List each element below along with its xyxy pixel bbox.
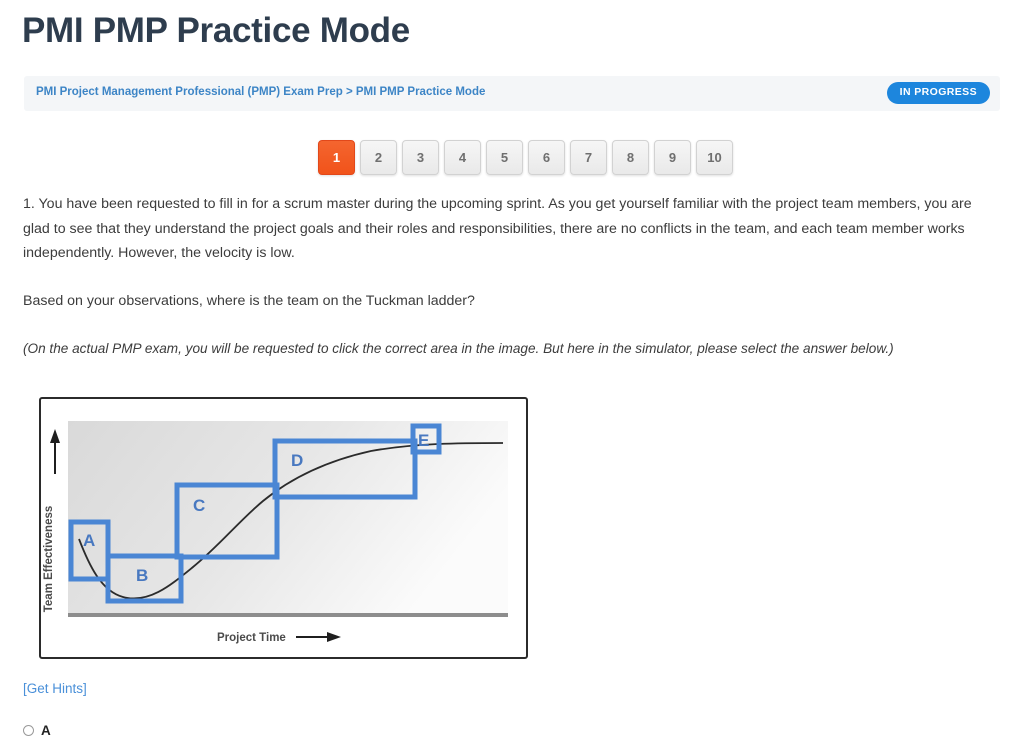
answer-options: A [23,720,51,740]
region-label-c: C [193,496,205,515]
pagination-item-4[interactable]: 4 [444,140,481,175]
pagination-item-3[interactable]: 3 [402,140,439,175]
pagination-item-7[interactable]: 7 [570,140,607,175]
region-box-c [174,482,280,560]
y-axis-arrow [50,429,60,474]
pagination-item-9[interactable]: 9 [654,140,691,175]
x-axis-label: Project Time [217,632,286,644]
pagination-item-8[interactable]: 8 [612,140,649,175]
pagination-item-6[interactable]: 6 [528,140,565,175]
tuckman-diagram-svg: Team Effectiveness A B C D E Project Tim… [43,421,508,644]
region-box-d [272,438,418,500]
get-hints-link[interactable]: [Get Hints] [23,681,87,696]
pagination-item-10[interactable]: 10 [696,140,733,175]
effectiveness-curve [78,442,504,600]
page-title: PMI PMP Practice Mode [22,11,410,50]
question-pagination: 1 2 3 4 5 6 7 8 9 10 [318,140,733,175]
region-label-d: D [291,451,303,470]
pagination-item-1[interactable]: 1 [318,140,355,175]
region-box-a [68,519,111,582]
region-box-b [105,553,184,604]
x-axis-line [68,613,508,617]
pagination-item-2[interactable]: 2 [360,140,397,175]
radio-icon-a[interactable] [23,724,34,736]
tuckman-ladder-figure: Team Effectiveness A B C D E Project Tim… [39,397,528,659]
question-note: (On the actual PMP exam, you will be req… [23,341,894,356]
region-label-a: A [83,531,95,550]
y-axis-label: Team Effectiveness [43,506,55,613]
x-axis-arrow [296,632,341,642]
plot-background [68,421,508,617]
answer-option-a[interactable]: A [23,720,51,740]
answer-label-a: A [41,722,51,738]
question-prompt: Based on your observations, where is the… [23,293,475,309]
region-label-e: E [418,431,429,450]
region-box-e [410,423,442,455]
region-boxes [68,423,442,604]
region-label-b: B [136,566,148,585]
pagination-item-5[interactable]: 5 [486,140,523,175]
breadcrumb-bar: PMI Project Management Professional (PMP… [24,76,1000,111]
status-badge: IN PROGRESS [886,82,990,104]
breadcrumb[interactable]: PMI Project Management Professional (PMP… [36,86,486,98]
question-stem: 1. You have been requested to fill in fo… [23,196,972,261]
